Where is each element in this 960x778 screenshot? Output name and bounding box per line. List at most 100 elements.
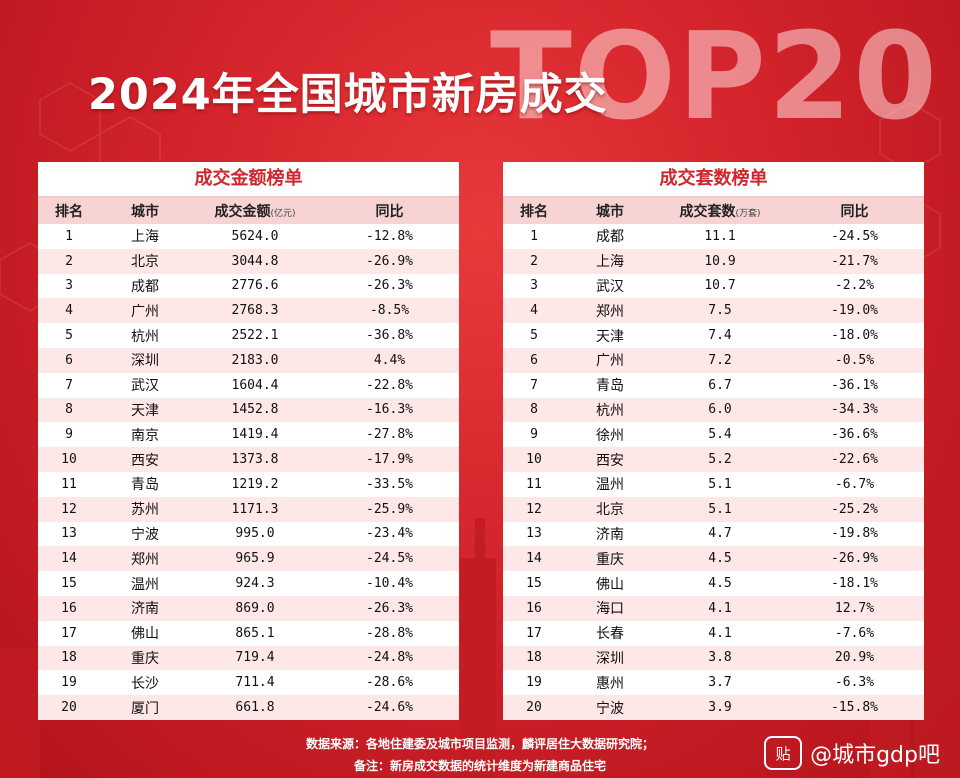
value-cell: 995.0 xyxy=(190,521,320,547)
units-ranking-table: 排名 城市 成交套数(万套) 同比 1 成都 11.1 -24.5% 2 上海 10.9 -2… xyxy=(503,198,924,720)
city-cell: 宁波 xyxy=(565,695,655,720)
yoy-cell: -36.6% xyxy=(785,422,924,448)
table-row: 4 郑州 7.5 -19.0% xyxy=(503,298,924,324)
rank-cell: 3 xyxy=(503,273,565,299)
yoy-cell: -24.5% xyxy=(320,546,459,572)
rank-cell: 8 xyxy=(503,397,565,423)
value-cell: 7.4 xyxy=(655,323,785,348)
yoy-header: 同比 xyxy=(785,198,924,224)
rank-cell: 5 xyxy=(38,323,100,348)
city-cell: 武汉 xyxy=(100,372,190,398)
yoy-cell: -26.3% xyxy=(320,273,459,299)
rank-cell: 20 xyxy=(38,695,100,720)
rank-cell: 15 xyxy=(38,571,100,596)
value-cell: 5.4 xyxy=(655,422,785,448)
tieba-icon: 贴 xyxy=(764,736,803,770)
value-cell: 7.2 xyxy=(655,347,785,373)
yoy-cell: -36.8% xyxy=(320,323,459,348)
city-cell: 西安 xyxy=(565,447,655,472)
rank-cell: 13 xyxy=(503,521,565,547)
value-cell: 1373.8 xyxy=(190,447,320,472)
yoy-cell: -22.6% xyxy=(785,447,924,472)
city-cell: 西安 xyxy=(100,447,190,472)
rank-cell: 3 xyxy=(38,273,100,299)
amount-unit: (亿元) xyxy=(270,209,296,219)
city-cell: 成都 xyxy=(565,224,655,249)
rank-cell: 11 xyxy=(38,471,100,497)
rank-cell: 4 xyxy=(38,298,100,324)
city-header: 城市 xyxy=(100,198,190,224)
table-row: 8 杭州 6.0 -34.3% xyxy=(503,397,924,423)
table-row: 13 济南 4.7 -19.8% xyxy=(503,521,924,547)
city-cell: 济南 xyxy=(100,595,190,621)
value-cell: 11.1 xyxy=(655,224,785,249)
city-cell: 南京 xyxy=(100,422,190,448)
rank-cell: 17 xyxy=(503,620,565,646)
rank-cell: 1 xyxy=(38,224,100,249)
value-cell: 5.1 xyxy=(655,496,785,522)
rank-cell: 11 xyxy=(503,471,565,497)
yoy-cell: 4.4% xyxy=(320,347,459,373)
yoy-cell: -33.5% xyxy=(320,471,459,497)
city-cell: 佛山 xyxy=(100,620,190,646)
city-cell: 青岛 xyxy=(100,471,190,497)
table-row: 18 重庆 719.4 -24.8% xyxy=(38,645,459,671)
table-row: 9 南京 1419.4 -27.8% xyxy=(38,422,459,448)
table-row: 1 上海 5624.0 -12.8% xyxy=(38,224,459,249)
rank-cell: 16 xyxy=(503,595,565,621)
rank-cell: 19 xyxy=(503,670,565,696)
table-row: 4 广州 2768.3 -8.5% xyxy=(38,298,459,324)
city-cell: 济南 xyxy=(565,521,655,547)
city-cell: 宁波 xyxy=(100,521,190,547)
value-cell: 3.8 xyxy=(655,645,785,671)
city-cell: 徐州 xyxy=(565,422,655,448)
rank-header: 排名 xyxy=(503,198,565,224)
table-row: 6 广州 7.2 -0.5% xyxy=(503,347,924,373)
yoy-cell: -0.5% xyxy=(785,347,924,373)
city-cell: 长春 xyxy=(565,620,655,646)
table-row: 11 青岛 1219.2 -33.5% xyxy=(38,471,459,497)
value-cell: 7.5 xyxy=(655,298,785,324)
rank-cell: 17 xyxy=(38,620,100,646)
rank-cell: 2 xyxy=(503,248,565,274)
table-row: 5 天津 7.4 -18.0% xyxy=(503,323,924,348)
yoy-cell: -12.8% xyxy=(320,224,459,249)
yoy-cell: 12.7% xyxy=(785,595,924,621)
table-row: 12 北京 5.1 -25.2% xyxy=(503,496,924,522)
table-row: 9 徐州 5.4 -36.6% xyxy=(503,422,924,448)
yoy-cell: -24.6% xyxy=(320,695,459,720)
value-cell: 965.9 xyxy=(190,546,320,572)
yoy-cell: -19.0% xyxy=(785,298,924,324)
yoy-cell: -17.9% xyxy=(320,447,459,472)
city-cell: 北京 xyxy=(565,496,655,522)
value-cell: 5624.0 xyxy=(190,224,320,249)
rank-cell: 1 xyxy=(503,224,565,249)
value-cell: 1171.3 xyxy=(190,496,320,522)
rank-header: 排名 xyxy=(38,198,100,224)
amount-ranking-panel: 成交金额榜单 排名 城市 成交金额(亿元) 同比 1 上海 5624.0 -12.8%… xyxy=(38,162,459,720)
table-header-row: 排名 城市 成交套数(万套) 同比 xyxy=(503,198,924,224)
table-row: 15 佛山 4.5 -18.1% xyxy=(503,571,924,596)
watermark-text: @城市gdp吧 xyxy=(810,743,940,768)
value-cell: 5.2 xyxy=(655,447,785,472)
value-cell: 869.0 xyxy=(190,595,320,621)
value-cell: 719.4 xyxy=(190,645,320,671)
yoy-cell: -27.8% xyxy=(320,422,459,448)
table-row: 3 武汉 10.7 -2.2% xyxy=(503,273,924,299)
table-row: 8 天津 1452.8 -16.3% xyxy=(38,397,459,423)
value-cell: 661.8 xyxy=(190,695,320,720)
rank-cell: 2 xyxy=(38,248,100,274)
city-cell: 重庆 xyxy=(565,546,655,572)
table-row: 16 济南 869.0 -26.3% xyxy=(38,595,459,621)
value-cell: 6.0 xyxy=(655,397,785,423)
yoy-header: 同比 xyxy=(320,198,459,224)
table-row: 7 青岛 6.7 -36.1% xyxy=(503,372,924,398)
table-row: 5 杭州 2522.1 -36.8% xyxy=(38,323,459,348)
rank-cell: 4 xyxy=(503,298,565,324)
rank-cell: 18 xyxy=(503,645,565,671)
units-ranking-title: 成交套数榜单 xyxy=(503,162,924,198)
rank-cell: 14 xyxy=(38,546,100,572)
table-row: 20 宁波 3.9 -15.8% xyxy=(503,695,924,720)
table-row: 1 成都 11.1 -24.5% xyxy=(503,224,924,249)
table-row: 10 西安 5.2 -22.6% xyxy=(503,447,924,472)
